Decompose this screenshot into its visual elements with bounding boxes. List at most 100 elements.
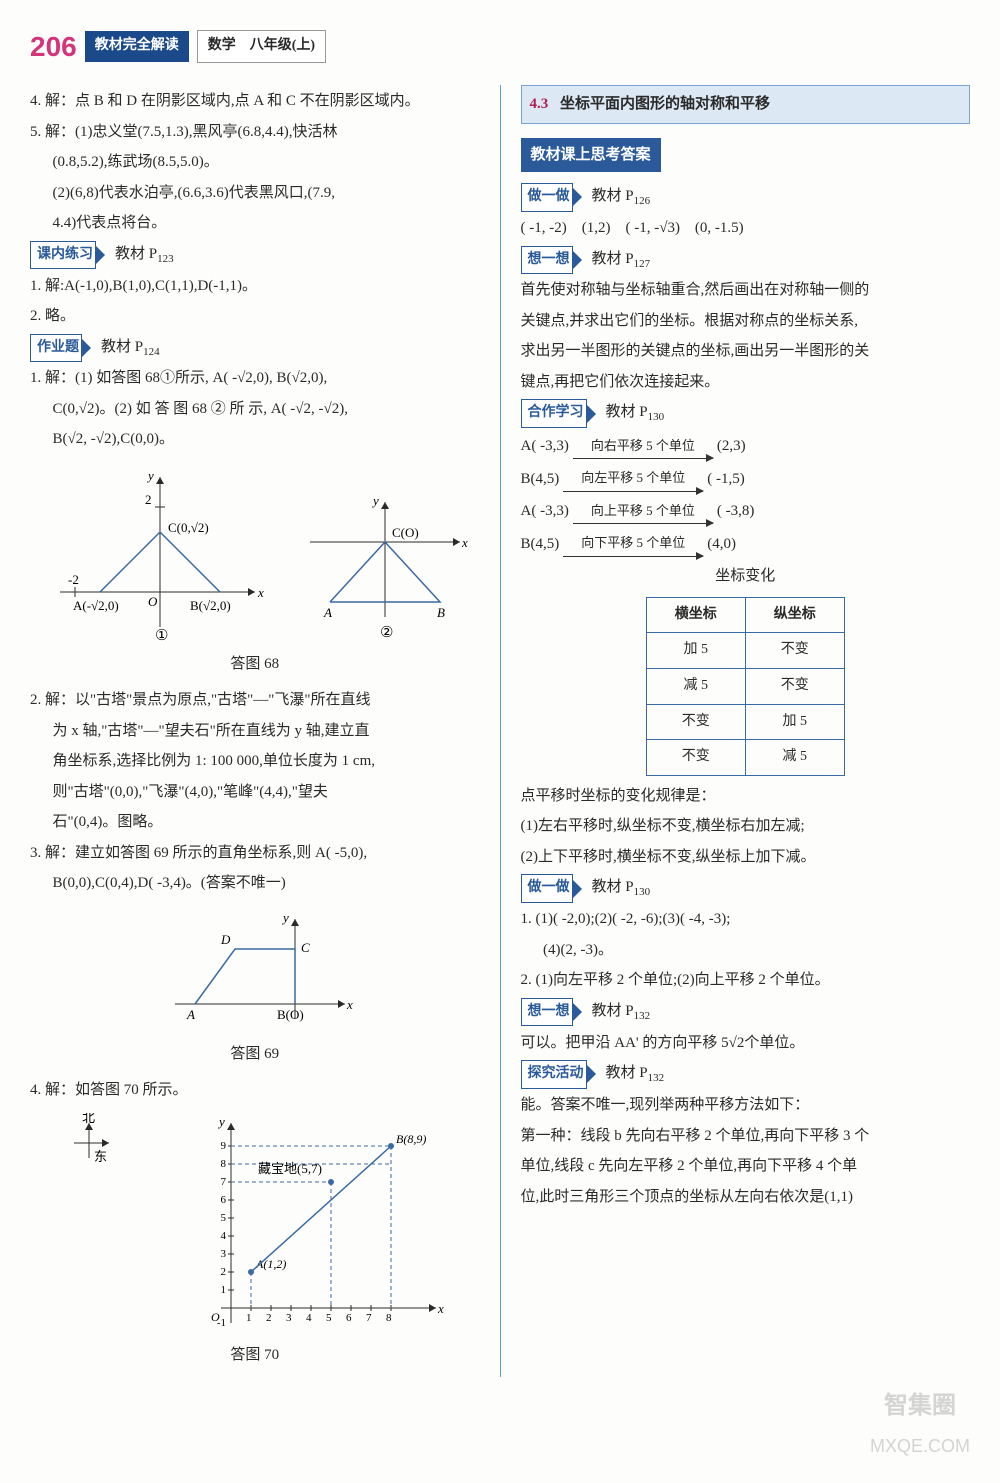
- fig69-caption: 答图 69: [30, 1040, 480, 1069]
- text-line: 关键点,并求出它们的坐标。根据对称点的坐标关系,: [521, 307, 971, 336]
- table-row: 减 5不变: [646, 669, 844, 705]
- arrow-label: 向左平移 5 个单位: [563, 466, 703, 492]
- svg-text:B(√2,0): B(√2,0): [190, 598, 231, 613]
- arrow-to: ( -1,5): [707, 465, 745, 494]
- text-line: 1. 解：(1) 如答图 68①所示, A( -√2,0), B(√2,0),: [30, 364, 480, 393]
- section-label: 作业题: [30, 334, 82, 363]
- text-line: 键点,再把它们依次连接起来。: [521, 368, 971, 397]
- arrow-from: B(4,5): [521, 530, 560, 559]
- ref-text: 教材 P: [592, 188, 634, 204]
- svg-text:D: D: [220, 932, 231, 947]
- svg-text:东: 东: [94, 1149, 107, 1164]
- section-row: 想一想 教材 P132: [521, 997, 971, 1027]
- svg-text:y: y: [146, 468, 154, 483]
- figure-70: 北 东 x y O 1234 5678: [30, 1107, 480, 1339]
- text-line: 2. 解：以"古塔"景点为原点,"古塔"—"飞瀑"所在直线: [30, 686, 480, 715]
- content-columns: 4. 解：点 B 和 D 在阴影区域内,点 A 和 C 不在阴影区域内。 5. …: [30, 85, 970, 1377]
- text-line: 2. (1)向左平移 2 个单位;(2)向上平移 2 个单位。: [521, 966, 971, 995]
- table-header: 纵坐标: [745, 597, 844, 633]
- text-line: 1. (1)( -2,0);(2)( -2, -6);(3)( -4, -3);: [521, 905, 971, 934]
- svg-text:藏宝地(5,7): 藏宝地(5,7): [258, 1161, 322, 1176]
- text-line: B(0,0),C(0,4),D( -3,4)。(答案不唯一): [30, 869, 480, 898]
- svg-text:北: 北: [82, 1113, 95, 1125]
- table-cell: 不变: [745, 669, 844, 705]
- text-line: 5. 解：(1)忠义堂(7.5,1.3),黑风亭(6.8,4.4),快活林: [30, 118, 480, 147]
- ref-page: 127: [634, 258, 651, 270]
- svg-text:6: 6: [346, 1312, 352, 1324]
- svg-text:2: 2: [220, 1266, 226, 1278]
- fig69-svg: x y D C A B(O): [155, 904, 355, 1034]
- svg-text:-2: -2: [68, 572, 79, 587]
- text-line: 位,此时三角形三个顶点的坐标从左向右依次是(1,1): [521, 1183, 971, 1212]
- watermark-line2: MXQE.COM: [870, 1429, 970, 1463]
- table-cell: 不变: [745, 633, 844, 669]
- ref-text: 教材 P: [606, 404, 648, 420]
- ref-page: 123: [157, 253, 174, 265]
- section-label: 课内练习: [30, 241, 96, 270]
- ref-page: 126: [634, 195, 651, 207]
- svg-text:A: A: [323, 605, 332, 620]
- svg-text:②: ②: [380, 625, 393, 641]
- section-label: 做一做: [521, 874, 573, 903]
- table-cell: 不变: [646, 740, 745, 776]
- translation-arrows: A( -3,3)向右平移 5 个单位(2,3)B(4,5)向左平移 5 个单位(…: [521, 432, 971, 558]
- svg-text:4: 4: [220, 1230, 226, 1242]
- svg-text:B(O): B(O): [277, 1007, 304, 1022]
- series-badge: 教材完全解读: [85, 31, 189, 62]
- compass-icon: 北 东: [64, 1113, 114, 1168]
- table-cell: 减 5: [745, 740, 844, 776]
- text-line: 第一种：线段 b 先向右平移 2 个单位,再向下平移 3 个: [521, 1122, 971, 1151]
- arrow-row: A( -3,3)向上平移 5 个单位( -3,8): [521, 497, 971, 526]
- svg-text:x: x: [346, 997, 353, 1012]
- section-row: 课内练习 教材 P123: [30, 240, 480, 270]
- text-line: (1)左右平移时,纵坐标不变,横坐标右加左减;: [521, 812, 971, 841]
- svg-text:y: y: [371, 493, 379, 508]
- arrow-label: 向下平移 5 个单位: [563, 531, 703, 557]
- section-row: 做一做 教材 P126: [521, 182, 971, 212]
- text-line: ( -1, -2) (1,2) ( -1, -√3) (0, -1.5): [521, 214, 971, 243]
- text-line: 2. 略。: [30, 302, 480, 331]
- ref-text: 教材 P: [592, 251, 634, 267]
- text-line: 能。答案不唯一,现列举两种平移方法如下：: [521, 1091, 971, 1120]
- svg-text:C(0,√2): C(0,√2): [168, 520, 209, 535]
- section-row: 探究活动 教材 P132: [521, 1059, 971, 1089]
- section-row: 作业题 教材 P124: [30, 333, 480, 363]
- table-cell: 加 5: [646, 633, 745, 669]
- ref-text: 教材 P: [101, 339, 143, 355]
- section-title-text: 坐标平面内图形的轴对称和平移: [560, 96, 770, 112]
- page-number: 206: [30, 20, 77, 73]
- section-row: 合作学习 教材 P130: [521, 398, 971, 428]
- svg-text:C: C: [301, 940, 310, 955]
- svg-text:A(-√2,0): A(-√2,0): [73, 598, 119, 613]
- text-line: 3. 解：建立如答图 69 所示的直角坐标系,则 A( -5,0),: [30, 839, 480, 868]
- section-title: 4.3 坐标平面内图形的轴对称和平移: [521, 85, 971, 124]
- table-cell: 加 5: [745, 704, 844, 740]
- ref-page: 132: [648, 1072, 665, 1084]
- svg-text:3: 3: [286, 1312, 292, 1324]
- page-header: 206 教材完全解读 数学 八年级(上): [30, 20, 970, 73]
- text-line: 则"古塔"(0,0),"飞瀑"(4,0),"笔峰"(4,4),"望夫: [30, 778, 480, 807]
- fig70-caption: 答图 70: [30, 1341, 480, 1370]
- subsection-bar: 教材课上思考答案: [521, 138, 661, 173]
- svg-text:y: y: [217, 1114, 225, 1129]
- section-label: 做一做: [521, 183, 573, 212]
- table-cell: 减 5: [646, 669, 745, 705]
- svg-text:y: y: [281, 910, 289, 925]
- text-line: 石"(0,4)。图略。: [30, 808, 480, 837]
- subject-badge: 数学 八年级(上): [197, 30, 326, 63]
- arrow-to: (2,3): [717, 432, 746, 461]
- ref-page: 130: [634, 886, 651, 898]
- svg-text:B: B: [437, 605, 445, 620]
- svg-text:2: 2: [145, 492, 152, 507]
- fig70-svg: x y O 1234 5678 1234 56789 -1: [186, 1113, 446, 1333]
- section-label: 合作学习: [521, 399, 587, 428]
- svg-text:7: 7: [366, 1312, 372, 1324]
- arrow-from: A( -3,3): [521, 432, 569, 461]
- svg-text:5: 5: [220, 1212, 226, 1224]
- section-row: 做一做 教材 P130: [521, 873, 971, 903]
- watermark-line1: 智集圈: [870, 1383, 970, 1429]
- arrow-to: (4,0): [707, 530, 736, 559]
- text-line: 4.4)代表点将台。: [30, 209, 480, 238]
- arrow-row: B(4,5)向下平移 5 个单位(4,0): [521, 530, 971, 559]
- text-line: 1. 解:A(-1,0),B(1,0),C(1,1),D(-1,1)。: [30, 272, 480, 301]
